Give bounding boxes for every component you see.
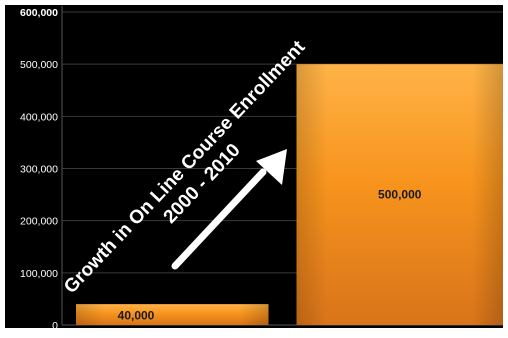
y-tick-label: 400,000 bbox=[20, 111, 58, 123]
y-tick-label: 600,000 bbox=[20, 7, 58, 19]
bar-shade-2000 bbox=[76, 304, 269, 325]
y-tick-label: 0 bbox=[52, 320, 58, 332]
y-tick-label: 500,000 bbox=[20, 59, 58, 71]
y-tick-label: 200,000 bbox=[20, 216, 58, 228]
bar-shade-2010 bbox=[296, 64, 503, 326]
y-tick-label: 300,000 bbox=[20, 164, 58, 176]
data-label-2000: 40,000 bbox=[118, 309, 155, 323]
bars bbox=[76, 64, 503, 326]
growth-arrow-icon bbox=[171, 149, 287, 270]
y-tick-label: 100,000 bbox=[20, 268, 58, 280]
data-labels: 40,000 500,000 bbox=[118, 188, 422, 323]
y-axis-ticks: 0 100,000 200,000 300,000 400,000 500,000 600,… bbox=[20, 7, 58, 332]
data-label-2010: 500,000 bbox=[378, 188, 422, 202]
